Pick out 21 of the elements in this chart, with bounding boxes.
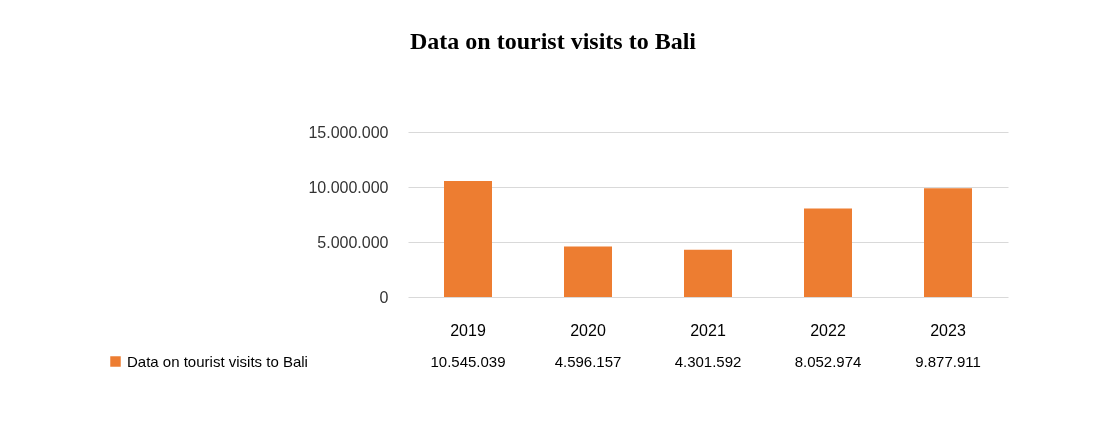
x-tick-label: 2021	[690, 321, 726, 339]
data-label: 9.877.911	[915, 353, 981, 370]
bar	[924, 188, 972, 297]
data-label: 4.596.157	[554, 353, 622, 370]
y-tick-label: 10.000.000	[308, 178, 389, 196]
bar	[804, 208, 852, 297]
x-tick-label: 2019	[450, 321, 486, 339]
y-tick-label: 15.000.000	[308, 123, 389, 141]
bar	[684, 249, 732, 297]
chart-title: Data on tourist visits to Bali	[409, 28, 697, 54]
x-tick-label: 2023	[930, 321, 966, 339]
y-tick-label: 0	[379, 288, 389, 306]
data-label: 8.052.974	[794, 353, 862, 370]
bar	[564, 246, 612, 297]
legend-label: Data on tourist visits to Bali	[127, 352, 308, 370]
bar	[444, 181, 492, 297]
y-tick-label: 5.000.000	[317, 233, 389, 251]
data-label: 10.545.039	[430, 353, 506, 370]
x-tick-label: 2022	[810, 321, 846, 339]
x-tick-label: 2020	[570, 321, 606, 339]
data-label: 4.301.592	[674, 353, 742, 370]
